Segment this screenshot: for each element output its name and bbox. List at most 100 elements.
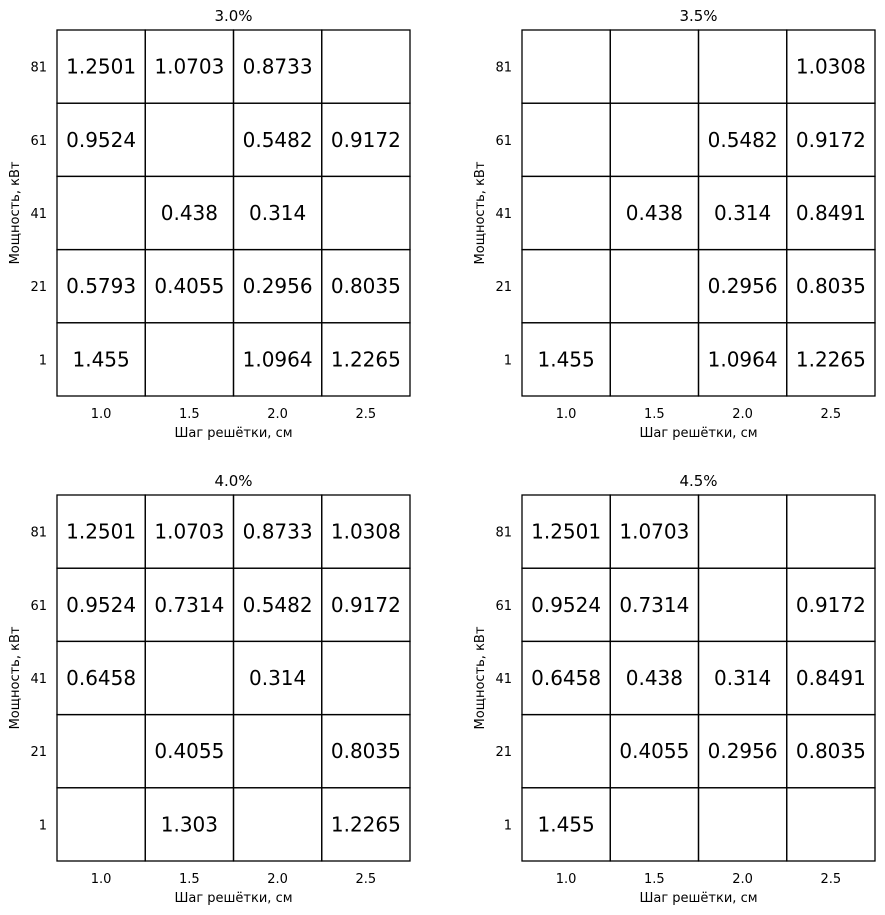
cell-value: 1.2265 (796, 347, 866, 371)
x-tick-label: 2.0 (732, 872, 753, 887)
grid-cell (697, 494, 788, 569)
cell-value: 1.2501 (66, 520, 136, 544)
cell-value: 0.7314 (619, 593, 689, 617)
y-tick-label: 1 (504, 353, 512, 368)
y-tick-label: 81 (495, 526, 512, 541)
y-tick-label: 41 (30, 672, 47, 687)
panel-title: 3.5% (679, 7, 717, 25)
y-axis-label: Мощность, кВт (473, 161, 488, 264)
y-tick-label: 61 (30, 134, 47, 149)
cell-value: 0.5482 (708, 128, 778, 152)
x-tick-label: 1.0 (556, 872, 577, 887)
cell-value: 0.8733 (243, 520, 313, 544)
cell-value: 0.8733 (243, 55, 313, 79)
cell-value: 0.314 (249, 201, 306, 225)
grid-cell (697, 787, 788, 862)
y-axis-label: Мощность, кВт (8, 626, 23, 729)
grid-cell (144, 640, 235, 716)
cell-value: 0.314 (249, 666, 306, 690)
cell-value: 0.4055 (154, 274, 224, 298)
cell-value: 0.438 (626, 666, 683, 690)
x-tick-label: 2.5 (821, 872, 842, 887)
cell-value: 0.2956 (708, 739, 778, 763)
cell-value: 1.2501 (531, 520, 601, 544)
grid-cell (232, 713, 323, 789)
grid-cell (144, 102, 235, 178)
cell-value: 0.9172 (796, 593, 866, 617)
cell-value: 0.8491 (796, 201, 866, 225)
x-tick-label: 2.5 (356, 407, 377, 422)
grid-cell (609, 29, 700, 104)
cell-value: 0.7314 (154, 593, 224, 617)
y-tick-label: 81 (30, 61, 47, 76)
grid-cell (56, 175, 146, 251)
x-tick-label: 1.5 (644, 407, 665, 422)
grid-cell (321, 29, 411, 104)
cell-value: 0.9172 (331, 128, 401, 152)
y-tick-label: 1 (39, 818, 47, 833)
grid-cell (321, 787, 411, 862)
grid-cell (786, 787, 876, 862)
grid-cell (521, 175, 611, 251)
panel-title: 3.0% (214, 7, 252, 25)
cell-value: 0.6458 (66, 666, 136, 690)
grid-cell (321, 322, 411, 397)
cell-value: 0.9524 (66, 593, 136, 617)
cell-value: 0.8035 (796, 274, 866, 298)
cell-value: 1.2265 (331, 347, 401, 371)
x-tick-label: 1.0 (91, 407, 112, 422)
grid-cell (56, 787, 146, 862)
y-tick-label: 41 (30, 207, 47, 222)
grid-cell (609, 787, 700, 862)
y-tick-label: 61 (30, 599, 47, 614)
cell-value: 0.9524 (531, 593, 601, 617)
cell-value: 0.5482 (243, 128, 313, 152)
cell-value: 0.4055 (154, 739, 224, 763)
cell-value: 0.314 (714, 201, 771, 225)
cell-value: 1.0964 (708, 347, 778, 371)
cell-value: 1.455 (537, 812, 594, 836)
cell-value: 1.2501 (66, 55, 136, 79)
cell-value: 1.455 (72, 347, 129, 371)
x-axis-label: Шаг решётки, см (639, 891, 757, 906)
grid-cell (144, 322, 235, 397)
grid-cell (321, 640, 411, 716)
x-tick-label: 1.5 (179, 407, 200, 422)
cell-value: 0.438 (161, 201, 218, 225)
cell-value: 1.0703 (154, 520, 224, 544)
cell-value: 0.438 (626, 201, 683, 225)
x-tick-label: 2.0 (732, 407, 753, 422)
y-tick-label: 41 (495, 207, 512, 222)
cell-value: 1.0703 (154, 55, 224, 79)
y-tick-label: 1 (504, 818, 512, 833)
grid-cell (521, 713, 611, 789)
grid-cell (609, 248, 700, 324)
grid-cell (321, 175, 411, 251)
x-tick-label: 2.0 (267, 407, 288, 422)
y-tick-label: 81 (30, 526, 47, 541)
cell-value: 1.0308 (796, 55, 866, 79)
y-tick-label: 21 (30, 280, 47, 295)
cell-value: 1.0964 (243, 347, 313, 371)
cell-value: 0.5482 (243, 593, 313, 617)
cell-value: 1.2265 (331, 812, 401, 836)
cell-value: 0.8491 (796, 666, 866, 690)
x-tick-label: 1.0 (556, 407, 577, 422)
x-tick-label: 2.5 (821, 407, 842, 422)
y-tick-label: 21 (495, 745, 512, 760)
grid-cell (786, 494, 876, 569)
cell-value: 0.8035 (331, 274, 401, 298)
y-tick-label: 61 (495, 134, 512, 149)
x-axis-label: Шаг решётки, см (174, 426, 292, 441)
grid-cell (609, 322, 700, 397)
grid-cell (521, 102, 611, 178)
cell-value: 0.6458 (531, 666, 601, 690)
cell-value: 1.455 (537, 347, 594, 371)
cell-value: 0.9524 (66, 128, 136, 152)
grid-cell (786, 322, 876, 397)
y-tick-label: 21 (495, 280, 512, 295)
cell-value: 0.8035 (796, 739, 866, 763)
grid-cell (609, 102, 700, 178)
cell-value: 0.9172 (796, 128, 866, 152)
